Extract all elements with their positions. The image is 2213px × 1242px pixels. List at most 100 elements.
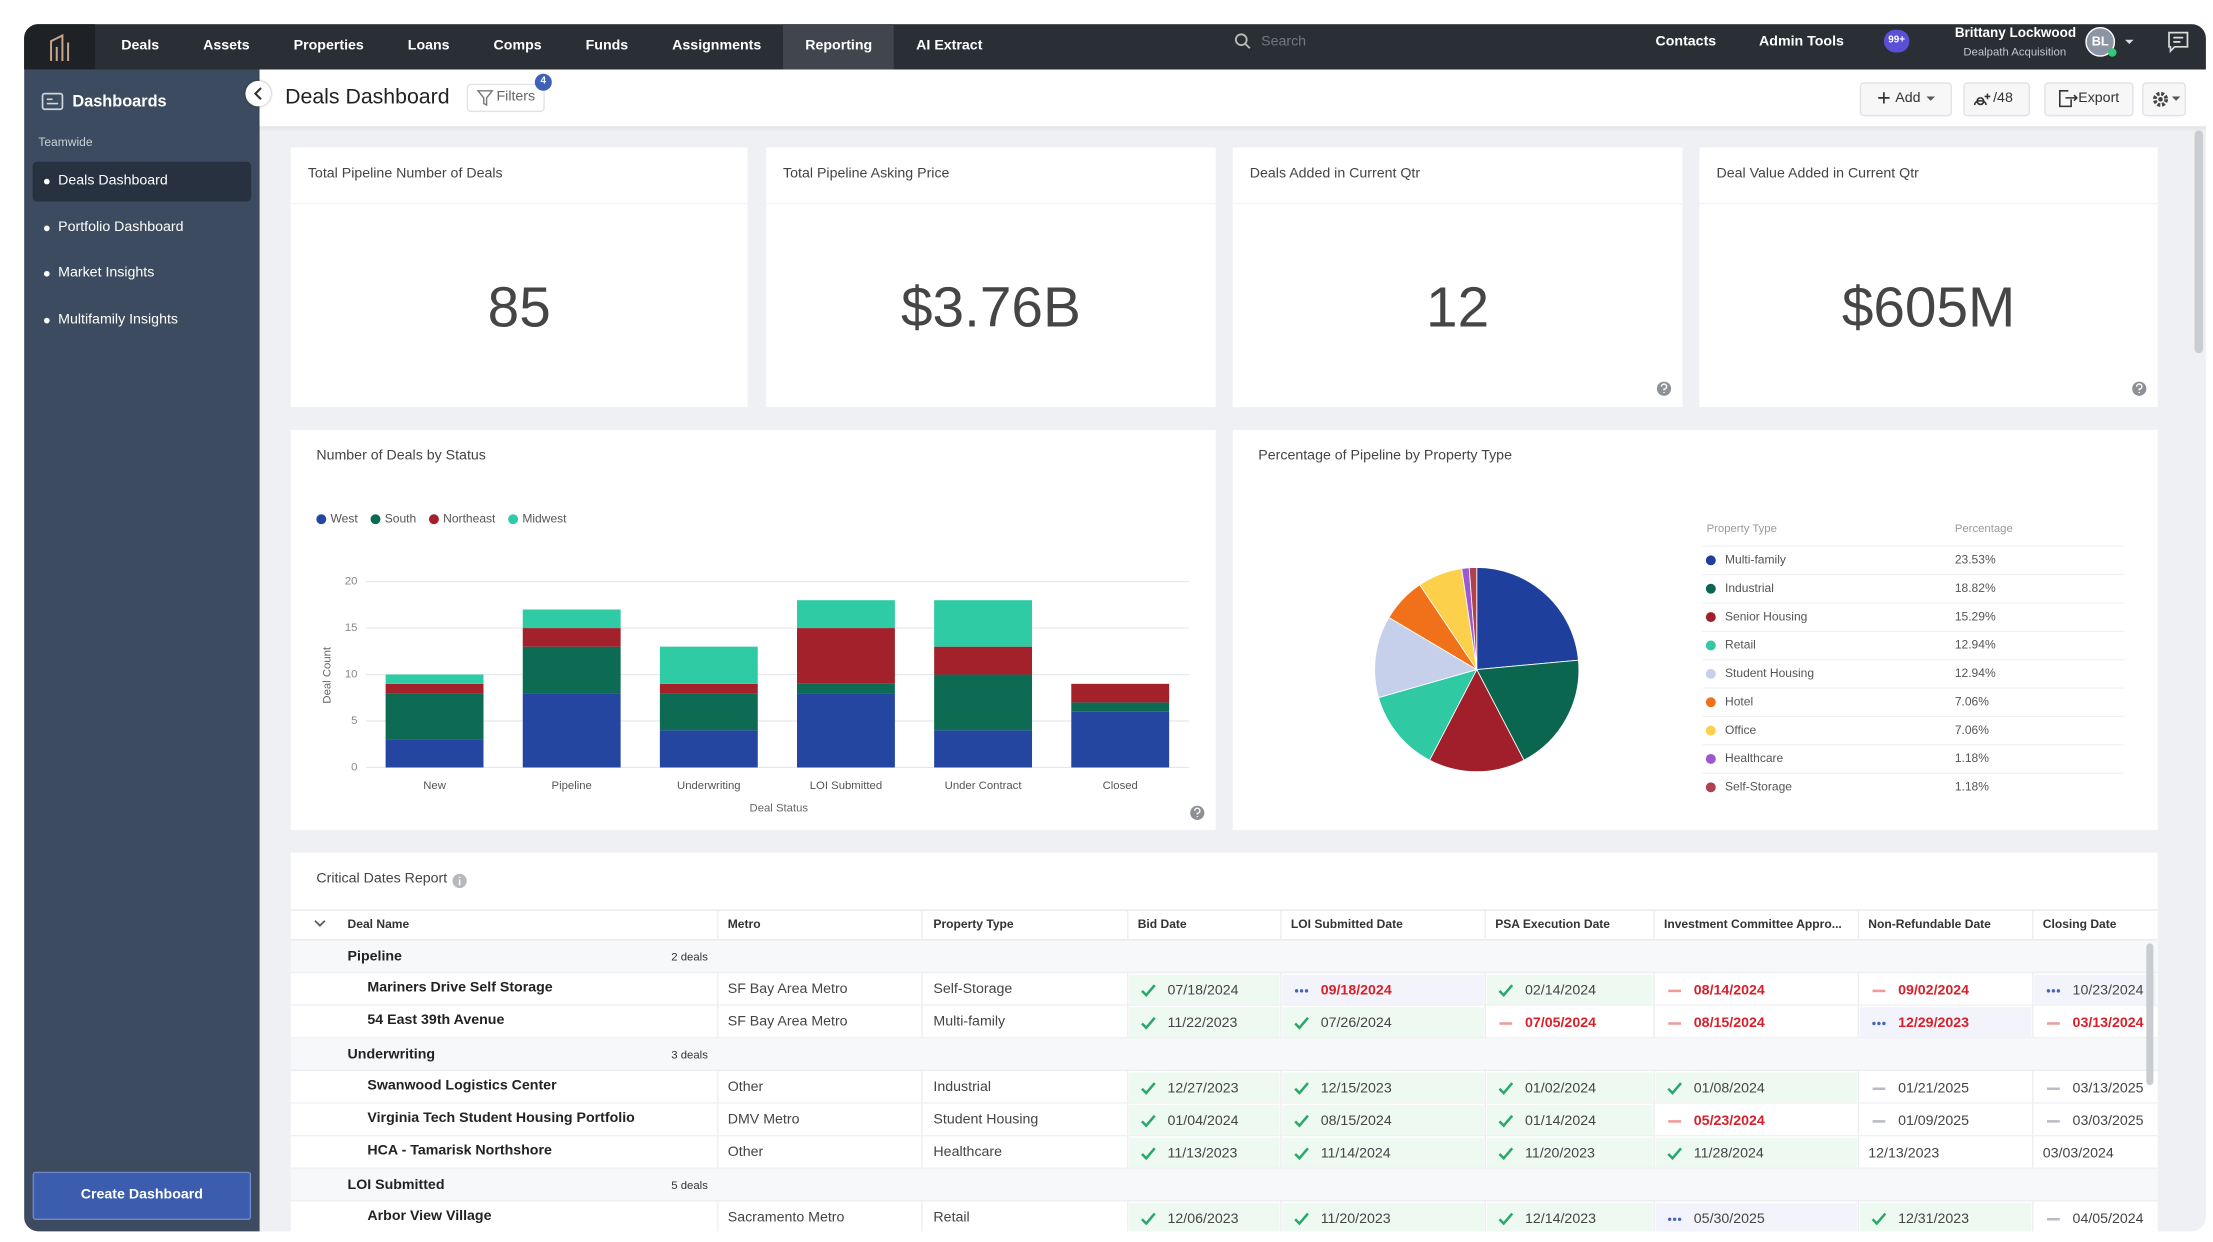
contacts-link[interactable]: Contacts [1655,34,1717,50]
nav-item[interactable]: Properties [293,38,364,54]
legend-value: 7.06% [1955,723,1989,737]
date-cell-bg [1486,1202,1653,1232]
column-header: Bid Date [1137,916,1187,931]
date-cell: 12/29/2023 [1898,1015,1970,1031]
legend-dot [370,514,381,525]
nav-item[interactable]: Reporting [783,24,895,70]
legend-dot [1705,612,1716,623]
nav-item[interactable]: Assets [203,38,250,54]
sidebar-item[interactable]: Deals Dashboard [32,161,252,202]
bar-segment [1071,683,1170,703]
group-count: 2 deals [671,950,708,964]
x-tick-label: Underwriting [677,780,741,792]
property-type: Multi-family [933,1014,1006,1030]
sidebar-item[interactable]: Market Insights [33,254,251,294]
user-org: Dealpath Acquisition [1963,45,2067,59]
kpi-header-divider [290,202,748,205]
check-icon [1141,984,1156,998]
deal-row[interactable] [290,1136,2158,1169]
legend-dot [1705,697,1716,708]
filters-button[interactable]: Filters [466,83,545,113]
nav-items: Deals Assets Properties Loans Comps Funds Assi… [99,24,1004,70]
date-cell: 07/26/2024 [1320,1015,1392,1031]
sidebar-item[interactable]: Portfolio Dashboard [33,208,251,248]
date-cell: 11/28/2024 [1693,1145,1764,1162]
check-icon [1141,1114,1156,1128]
check-icon [1294,1147,1309,1161]
nav-item[interactable]: Comps [493,38,542,54]
legend-dot [1705,782,1716,793]
bar-segment [797,628,895,684]
deal-name: Virginia Tech Student Housing Portfolio [367,1110,635,1127]
date-cell: 01/09/2025 [1898,1112,1970,1129]
check-icon [1498,1147,1514,1161]
date-cell-bg [1859,1202,2032,1232]
x-tick-label: LOI Submitted [810,780,882,792]
search-input[interactable]: Search [1261,34,1307,50]
create-dashboard-button[interactable]: Create Dashboard [32,1171,252,1220]
legend-label: Hotel [1725,694,1753,708]
pending-dot [1672,1217,1677,1221]
date-cell: 03/13/2024 [2072,1015,2144,1031]
dash-icon [41,92,64,111]
bar-segment [385,739,484,768]
admin-link[interactable]: Admin Tools [1759,34,1844,50]
logo-mark [50,33,70,61]
sidebar-item[interactable]: Multifamily Insights [33,300,251,340]
add-button[interactable]: Add [1859,82,1952,117]
kpi-title: Deal Value Added in Current Qtr [1716,165,1919,182]
date-cell: 01/08/2024 [1693,1080,1765,1096]
date-cell: 04/05/2024 [2072,1210,2144,1227]
user-name: Brittany Lockwood [1954,25,2077,42]
date-cell-bg [1486,974,1653,1005]
export-icon [2059,90,2078,108]
bar-segment [659,730,758,768]
nav-item[interactable]: Funds [585,38,629,54]
check-icon [1871,1212,1887,1226]
nav-item[interactable]: Assignments [672,38,762,54]
share-button[interactable]: /48 [1963,82,2031,117]
date-cell-bg [1282,1072,1484,1103]
deal-row[interactable] [290,1006,2158,1039]
date-cell: 05/30/2025 [1693,1210,1765,1227]
legend-label: Industrial [1725,581,1774,595]
table-scroll-thumb [2146,943,2154,1086]
legend-label: Multi-family [1725,553,1786,567]
kpi-title: Deals Added in Current Qtr [1249,165,1421,182]
bar-segment [1071,711,1170,768]
logo-box [24,24,96,70]
nav-item[interactable]: AI Extract [916,38,983,54]
deal-row[interactable] [290,1104,2158,1137]
check-icon [1498,984,1514,998]
date-cell: 02/14/2024 [1524,982,1597,998]
nav-item[interactable]: Deals [121,38,160,54]
bar-segment [385,693,484,740]
kpi-help-icon [2132,381,2147,396]
deal-row[interactable] [290,973,2158,1006]
date-cell-bg [1282,1105,1484,1135]
collapse-button[interactable] [245,80,271,107]
chevron [253,87,262,101]
group-row[interactable] [290,940,2158,974]
search-glass [1234,33,1248,47]
bar-segment [934,730,1033,768]
notification-badge[interactable]: 99+ [1883,29,1910,53]
legend-value: 12.94% [1955,666,1996,680]
date-cell-bg [1129,1105,1280,1135]
bar-segment [659,646,758,684]
pending-dot [1667,1217,1672,1221]
check-icon [1294,1114,1309,1128]
deal-row[interactable] [290,1071,2158,1104]
legend-value: 1.18% [1955,751,1989,765]
legend-dot [1705,555,1716,566]
check-icon [1294,1212,1309,1226]
group-row[interactable] [290,1038,2158,1072]
kpi-header-divider [1699,202,2158,205]
date-cell-bg [1129,1007,1280,1037]
filter-count-badge: 4 [534,73,552,91]
nav-item[interactable]: Loans [407,38,450,54]
filters-label: Filters [496,89,536,105]
settings-button[interactable] [2142,82,2187,117]
kpi-card: Deals Added in Current Qtr 12 [1232,147,1683,408]
group-row[interactable] [290,1168,2158,1202]
